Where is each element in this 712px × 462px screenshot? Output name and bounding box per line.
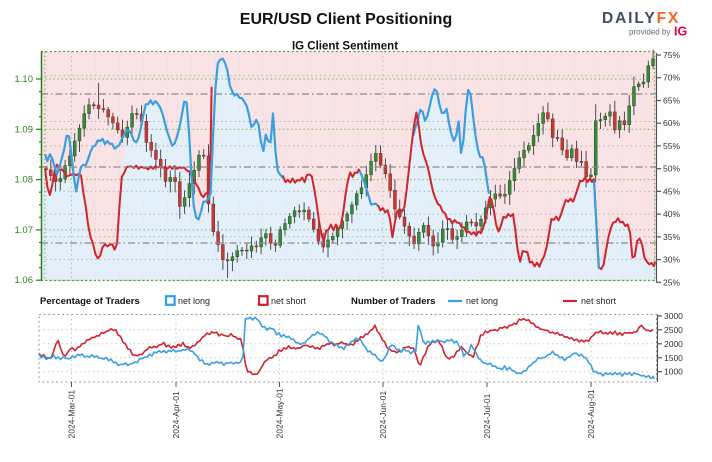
svg-text:net long: net long	[178, 296, 210, 306]
svg-text:25%: 25%	[663, 277, 680, 287]
svg-text:2024-Jul-01: 2024-Jul-01	[482, 393, 492, 438]
svg-text:2500: 2500	[664, 325, 683, 335]
svg-text:1.07: 1.07	[15, 225, 34, 236]
svg-text:2024-Jun-01: 2024-Jun-01	[378, 390, 388, 438]
svg-text:Number of Traders: Number of Traders	[351, 296, 435, 307]
svg-text:1.09: 1.09	[15, 124, 34, 135]
svg-text:75%: 75%	[663, 50, 680, 60]
svg-text:2024-May-01: 2024-May-01	[275, 388, 285, 438]
svg-text:net short: net short	[271, 296, 307, 306]
svg-text:Percentage of Traders: Percentage of Traders	[40, 296, 140, 307]
svg-text:1.06: 1.06	[15, 275, 34, 286]
svg-text:IG Client Sentiment: IG Client Sentiment	[292, 41, 398, 53]
svg-text:40%: 40%	[663, 209, 680, 219]
svg-text:DAILYFX: DAILYFX	[602, 10, 680, 27]
svg-text:IG: IG	[674, 25, 687, 39]
svg-text:2024-Mar-01: 2024-Mar-01	[67, 390, 77, 439]
svg-text:net short: net short	[581, 296, 617, 306]
svg-text:3000: 3000	[664, 311, 683, 321]
svg-text:60%: 60%	[663, 118, 680, 128]
svg-text:35%: 35%	[663, 232, 680, 242]
svg-text:65%: 65%	[663, 96, 680, 106]
svg-text:net long: net long	[466, 296, 498, 306]
svg-text:provided by: provided by	[629, 28, 670, 37]
svg-text:2024-Aug-01: 2024-Aug-01	[586, 389, 596, 438]
svg-text:50%: 50%	[663, 164, 680, 174]
svg-text:30%: 30%	[663, 255, 680, 265]
svg-text:1000: 1000	[664, 367, 683, 377]
svg-text:1.08: 1.08	[15, 175, 34, 186]
svg-text:2000: 2000	[664, 339, 683, 349]
svg-text:2024-Apr-01: 2024-Apr-01	[171, 391, 181, 439]
svg-text:70%: 70%	[663, 73, 680, 83]
svg-text:EUR/USD Client Positioning: EUR/USD Client Positioning	[240, 11, 452, 28]
svg-text:1.10: 1.10	[15, 74, 34, 85]
svg-text:45%: 45%	[663, 186, 680, 196]
svg-text:55%: 55%	[663, 141, 680, 151]
svg-text:1500: 1500	[664, 353, 683, 363]
